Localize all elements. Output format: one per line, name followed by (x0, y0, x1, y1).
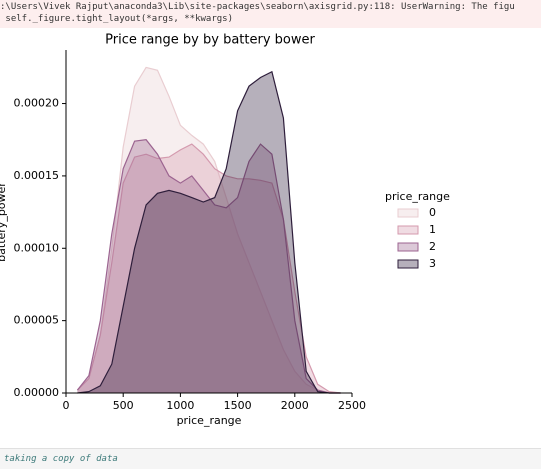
density-fill (77, 67, 341, 394)
warning: :\Users\Vivek Rajput\anaconda3\Lib\site-… (0, 0, 541, 28)
density-line (76, 143, 341, 394)
legend-swatch (397, 259, 419, 269)
density-line (76, 66, 341, 394)
y-tick-label: 0.00020 (14, 97, 60, 110)
code-cell: taking a copy of data (0, 448, 541, 469)
legend-swatch (397, 225, 419, 235)
warning-line: :\Users\Vivek Rajput\anaconda3\Lib\site-… (0, 2, 515, 12)
x-tick-label: 1000 (166, 399, 194, 412)
y-axis-label: battery_power (0, 182, 8, 262)
x-axis-label: price_range (177, 414, 242, 427)
warning-line: self._figure.tight_layout(*args, **kwarg… (0, 14, 233, 24)
density-fill (77, 139, 341, 393)
density-line (76, 139, 341, 394)
density-fill (77, 71, 341, 393)
x-tick-label: 0 (63, 399, 70, 412)
y-tick-label: 0.00005 (14, 314, 60, 327)
legend-title: price_range (385, 190, 450, 203)
y-tick-label: 0.00010 (14, 241, 60, 254)
legend-label: 0 (429, 206, 436, 219)
chart-title: Price range by by battery bower (105, 33, 315, 48)
legend-swatch (397, 208, 419, 218)
density-line (77, 70, 341, 394)
x-tick-label: 1500 (224, 399, 252, 412)
y-tick-label: 0.00000 (14, 386, 60, 399)
x-tick-label: 500 (113, 399, 134, 412)
y-tick-label: 0.00015 (14, 169, 60, 182)
density-fill (77, 144, 341, 393)
legend-swatch (397, 242, 419, 252)
legend-label: 2 (429, 240, 436, 253)
legend-label: 3 (429, 257, 436, 270)
chart: Price range by by battery bower price_ra… (0, 33, 450, 428)
code-comment: taking a copy of data (4, 454, 118, 464)
legend-label: 1 (429, 223, 436, 236)
x-tick-label: 2000 (281, 399, 309, 412)
x-tick-label: 2500 (338, 399, 366, 412)
